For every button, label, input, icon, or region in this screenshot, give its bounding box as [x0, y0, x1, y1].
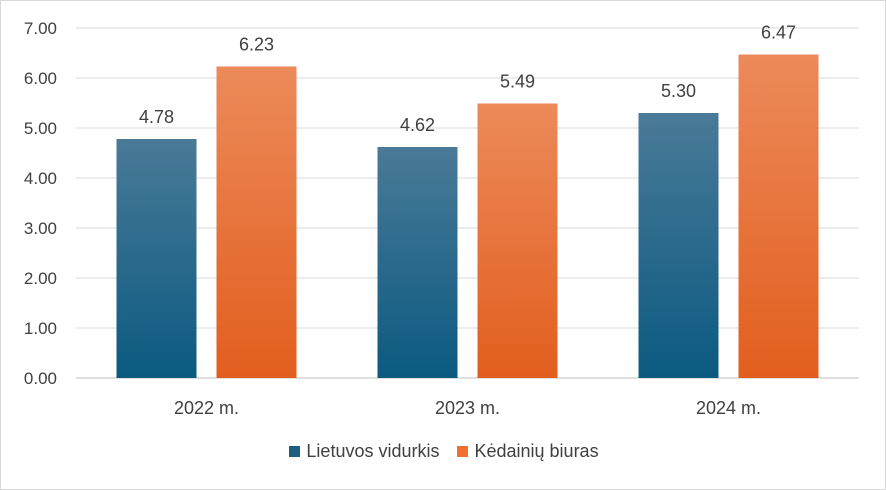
- y-tick-label: 7.00: [24, 19, 57, 38]
- bar-chart: 0.00 1.00 2.00 3.00 4.00 5.00 6.00 7.00 4.78 6.2…: [24, 19, 859, 418]
- bar-kedainiu-biuras-1: [477, 103, 558, 378]
- bar-lietuvos-vidurkis-1: [377, 147, 458, 378]
- bar-value-label: 4.62: [400, 115, 435, 135]
- y-tick-label: 5.00: [24, 119, 57, 138]
- gridlines: [76, 27, 859, 379]
- legend-item-series-0: Lietuvos vidurkis: [289, 441, 439, 462]
- y-tick-label: 3.00: [24, 219, 57, 238]
- legend-label-series-1: Kėdainių biuras: [474, 441, 599, 461]
- bar-kedainiu-biuras-0: [216, 66, 297, 378]
- legend-swatch-series-0: [289, 446, 301, 457]
- bar-lietuvos-vidurkis-0: [116, 139, 197, 378]
- bar-lietuvos-vidurkis-2: [638, 113, 719, 378]
- legend-item-series-1: Kėdainių biuras: [457, 441, 599, 462]
- y-axis-ticks: 0.00 1.00 2.00 3.00 4.00 5.00 6.00 7.00: [24, 19, 57, 388]
- bar-kedainiu-biuras-2: [738, 54, 819, 378]
- bar-value-label: 5.49: [500, 72, 535, 92]
- x-tick-label: 2023 m.: [435, 398, 500, 418]
- legend-label-series-0: Lietuvos vidurkis: [306, 441, 440, 461]
- legend: Lietuvos vidurkis Kėdainių biuras: [1, 441, 886, 462]
- bar-value-label: 5.30: [661, 81, 696, 101]
- bar-value-label: 4.78: [139, 107, 174, 127]
- y-tick-label: 0.00: [24, 369, 57, 388]
- legend-swatch-series-1: [457, 446, 469, 457]
- x-axis-ticks: 2022 m. 2023 m. 2024 m.: [174, 398, 761, 418]
- y-tick-label: 4.00: [24, 169, 57, 188]
- y-tick-label: 2.00: [24, 269, 57, 288]
- bar-value-labels: 4.78 6.23 4.62 5.49 5.30 6.47: [139, 23, 796, 136]
- y-tick-label: 6.00: [24, 69, 57, 88]
- bar-value-label: 6.47: [761, 23, 796, 43]
- x-tick-label: 2022 m.: [174, 398, 239, 418]
- bars: [116, 54, 819, 378]
- y-tick-label: 1.00: [24, 319, 57, 338]
- x-tick-label: 2024 m.: [696, 398, 761, 418]
- bar-value-label: 6.23: [239, 35, 274, 55]
